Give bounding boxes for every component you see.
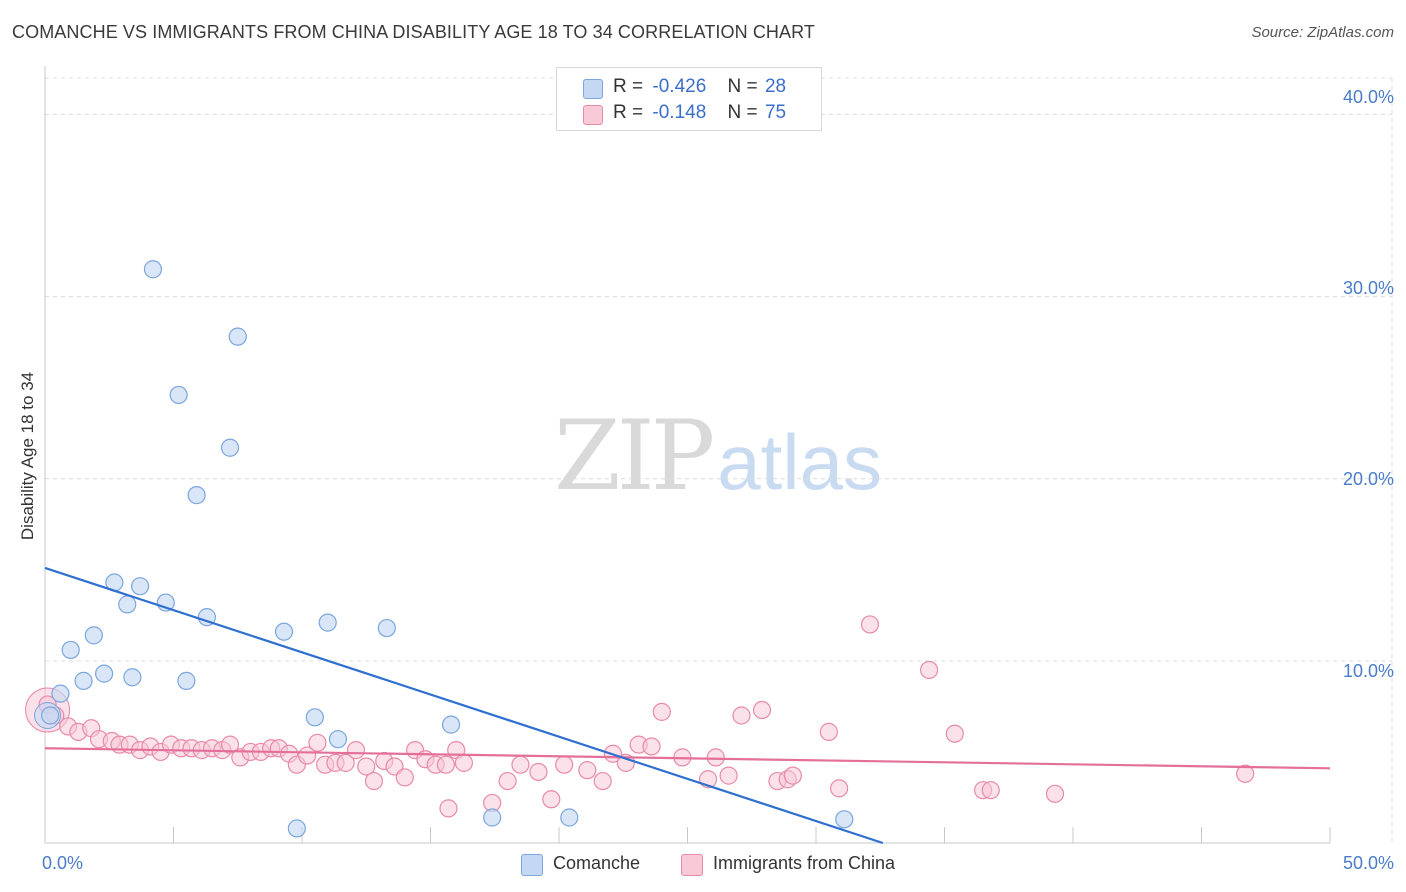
china-point [652,702,671,721]
y-tick-label: 30.0% [1342,278,1394,298]
comanche-point [835,810,854,829]
comanche-trend-line [44,566,884,845]
china-point [336,753,355,772]
comanche-point [84,626,103,645]
china-trend-line [44,747,1331,770]
china-point [439,799,458,818]
comanche-point [377,618,396,638]
china-legend-label: Immigrants from China [713,853,896,873]
china-point [364,771,384,791]
source-label: Source: ZipAtlas.com [1251,24,1394,41]
comanche-point [169,385,188,405]
china-point [511,755,530,774]
comanche-point [318,613,337,632]
comanche-legend-swatch [521,854,543,876]
comanche-point [41,706,60,725]
china-point [706,748,725,767]
n-label: N = [727,76,758,97]
china-point [454,753,474,772]
comanche-point [441,715,461,734]
china-point [578,761,597,780]
watermark: ZIPatlas [554,400,882,512]
comanche-point [143,260,163,279]
r-value: -0.426 [652,76,707,97]
china-point [308,733,327,752]
china-point [616,753,635,772]
bottom-legend-comanche: Comanche [521,853,641,876]
comanche-point [274,622,294,641]
y-tick-label: 40.0% [1342,87,1394,107]
x-tick-label: 0.0% [42,853,84,873]
comanche-point [220,438,240,457]
n-label: N = [727,102,758,123]
china-point [346,741,366,760]
grid-lines [45,77,1393,843]
china-point [357,757,376,776]
comanche-point [95,664,114,683]
r-value: -0.148 [652,102,707,123]
comanche-point [328,730,348,749]
china-point [732,706,751,725]
comanche-point [228,327,247,346]
china-point [719,766,738,785]
r-label: R = [613,76,644,97]
comanche-point [118,595,137,614]
china-point [1045,784,1065,803]
comanche-point [177,671,196,690]
china-swatch [583,105,603,125]
china-point [860,615,880,634]
china-point [498,771,517,791]
n-value: 28 [764,76,787,97]
comanche-point [287,819,306,838]
china-point [642,737,661,756]
comanche-point [61,640,80,660]
axes [44,66,1331,844]
y-tick-label: 20.0% [1342,469,1394,489]
china-point [220,735,240,754]
comanche-legend-label: Comanche [553,853,641,873]
y-tick-label: 10.0% [1342,661,1394,681]
comanche-point [483,808,502,827]
comanche-point [305,708,324,727]
china-point [830,779,849,798]
comanche-points [34,260,854,838]
china-legend-swatch [681,854,703,876]
y-axis-label: Disability Age 18 to 34 [18,371,37,541]
watermark-zip: ZIP [554,400,715,512]
china-point [1236,764,1255,783]
china-point [981,781,1000,800]
correlation-legend: R = -0.426 N = 28 R = -0.148 N = 75 [556,67,822,131]
r-label: R = [613,102,644,123]
china-point [783,766,802,785]
comanche-point [74,671,93,690]
chart-title: COMANCHE VS IMMIGRANTS FROM CHINA DISABI… [12,22,815,42]
china-point [542,790,561,809]
comanche-swatch [583,79,603,99]
china-point [555,755,574,774]
china-point [593,771,612,791]
china-point [529,762,548,782]
trend-lines [44,566,1331,845]
china-point [436,755,456,774]
comanche-point [51,684,70,703]
china-point [395,768,414,787]
n-value: 75 [764,102,787,123]
comanche-point [130,577,150,596]
x-tick-label: 50.0% [1342,853,1394,873]
china-point [752,700,772,720]
watermark-atlas: atlas [717,418,882,506]
bottom-legend-china: Immigrants from China [681,853,896,876]
comanche-point [560,808,579,827]
comanche-point [123,668,142,687]
china-point [945,724,964,743]
comanche-point [187,486,206,505]
china-points [25,615,1255,818]
china-point [919,660,939,680]
china-point [819,722,838,741]
